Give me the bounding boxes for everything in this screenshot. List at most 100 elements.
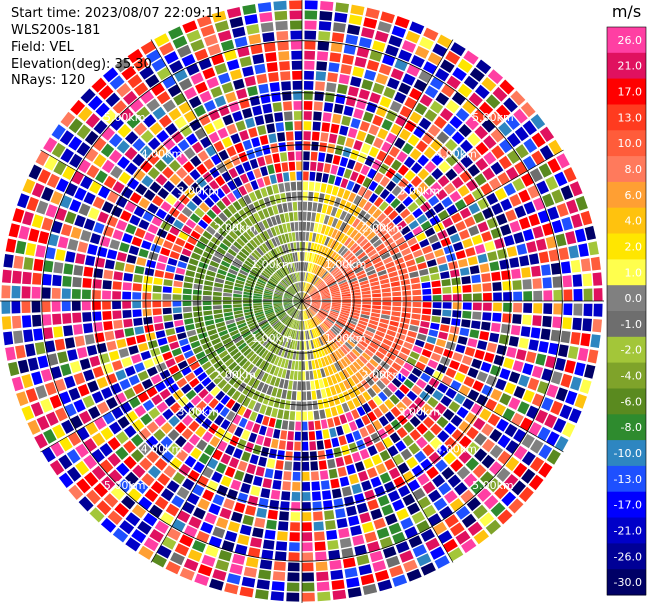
velocity-gate — [554, 436, 569, 452]
velocity-gate — [109, 149, 123, 164]
velocity-gate — [385, 110, 398, 122]
velocity-gate — [370, 432, 381, 444]
velocity-gate — [258, 83, 269, 94]
velocity-gate — [146, 366, 158, 377]
velocity-gate — [264, 289, 274, 293]
velocity-gate — [367, 411, 377, 422]
velocity-gate — [67, 238, 79, 251]
velocity-gate — [508, 371, 521, 384]
velocity-gate — [560, 185, 574, 200]
velocity-gate — [432, 302, 442, 309]
velocity-gate — [518, 189, 531, 203]
velocity-gate — [284, 461, 293, 471]
velocity-gate — [121, 186, 134, 199]
velocity-gate — [277, 269, 285, 278]
velocity-gate — [42, 273, 52, 286]
velocity-gate — [282, 255, 288, 265]
velocity-gate — [334, 230, 342, 240]
velocity-gate — [201, 554, 216, 567]
velocity-gate — [51, 124, 66, 140]
velocity-gate — [334, 384, 342, 394]
velocity-gate — [280, 326, 287, 335]
velocity-gate — [353, 195, 362, 206]
velocity-gate — [266, 217, 274, 228]
velocity-gate — [295, 295, 302, 301]
velocity-gate — [531, 365, 544, 379]
velocity-gate — [3, 331, 14, 346]
velocity-gate — [302, 298, 311, 301]
velocity-gate — [256, 247, 264, 256]
velocity-gate — [439, 356, 451, 366]
velocity-gate — [313, 317, 319, 326]
velocity-gate — [440, 237, 452, 247]
velocity-gate — [570, 259, 581, 273]
velocity-gate — [378, 347, 388, 356]
velocity-gate — [291, 285, 297, 293]
velocity-gate — [208, 398, 219, 409]
velocity-gate — [330, 406, 338, 417]
velocity-gate — [519, 417, 533, 432]
velocity-gate — [497, 450, 512, 465]
velocity-gate — [431, 168, 444, 180]
velocity-gate — [223, 312, 233, 317]
velocity-gate — [91, 391, 104, 404]
velocity-gate — [466, 442, 480, 455]
velocity-gate — [327, 143, 336, 154]
velocity-gate — [62, 165, 76, 180]
velocity-gate — [220, 475, 232, 487]
velocity-gate — [224, 530, 238, 543]
colorbar-tick-label: -13.0 — [614, 473, 642, 486]
velocity-gate — [176, 377, 188, 388]
velocity-gate — [409, 325, 419, 332]
range-ring-label: 3.00km — [178, 406, 220, 419]
velocity-gate — [188, 258, 199, 266]
velocity-gate — [112, 229, 124, 241]
velocity-gate — [181, 383, 192, 394]
velocity-gate — [146, 421, 159, 434]
velocity-gate — [238, 417, 248, 428]
velocity-gate — [542, 222, 554, 236]
velocity-gate — [275, 258, 282, 267]
velocity-gate — [441, 375, 453, 386]
velocity-gate — [401, 40, 417, 53]
velocity-gate — [371, 309, 381, 314]
velocity-gate — [176, 167, 188, 179]
velocity-gate — [263, 197, 271, 207]
velocity-gate — [518, 374, 530, 388]
velocity-gate — [307, 285, 313, 293]
velocity-gate — [285, 305, 294, 311]
velocity-gate — [163, 465, 177, 478]
velocity-gate — [83, 323, 93, 334]
velocity-gate — [287, 253, 292, 263]
velocity-gate — [403, 559, 418, 573]
velocity-gate — [285, 131, 294, 141]
colorbar-segment — [607, 285, 646, 312]
velocity-gate — [555, 387, 568, 402]
velocity-gate — [334, 12, 348, 23]
velocity-gate — [77, 159, 91, 174]
velocity-gate — [277, 132, 286, 142]
velocity-gate — [175, 326, 185, 334]
velocity-gate — [231, 390, 241, 401]
velocity-gate — [283, 298, 293, 300]
velocity-gate — [172, 294, 182, 300]
velocity-gate — [169, 341, 180, 350]
velocity-gate — [276, 31, 289, 41]
velocity-gate — [532, 315, 542, 327]
velocity-gate — [207, 241, 218, 250]
velocity-gate — [192, 306, 202, 312]
velocity-gate — [565, 390, 578, 406]
velocity-gate — [84, 334, 95, 345]
velocity-gate — [412, 487, 426, 501]
velocity-gate — [181, 54, 196, 67]
velocity-gate — [377, 326, 387, 333]
velocity-gate — [370, 312, 380, 318]
colorbar-segment — [607, 517, 646, 544]
velocity-gate — [429, 100, 444, 114]
velocity-gate — [339, 199, 347, 209]
velocity-gate — [305, 320, 308, 330]
velocity-gate — [320, 183, 327, 193]
velocity-gate — [83, 369, 95, 382]
velocity-gate — [194, 127, 207, 140]
velocity-gate — [531, 150, 545, 166]
